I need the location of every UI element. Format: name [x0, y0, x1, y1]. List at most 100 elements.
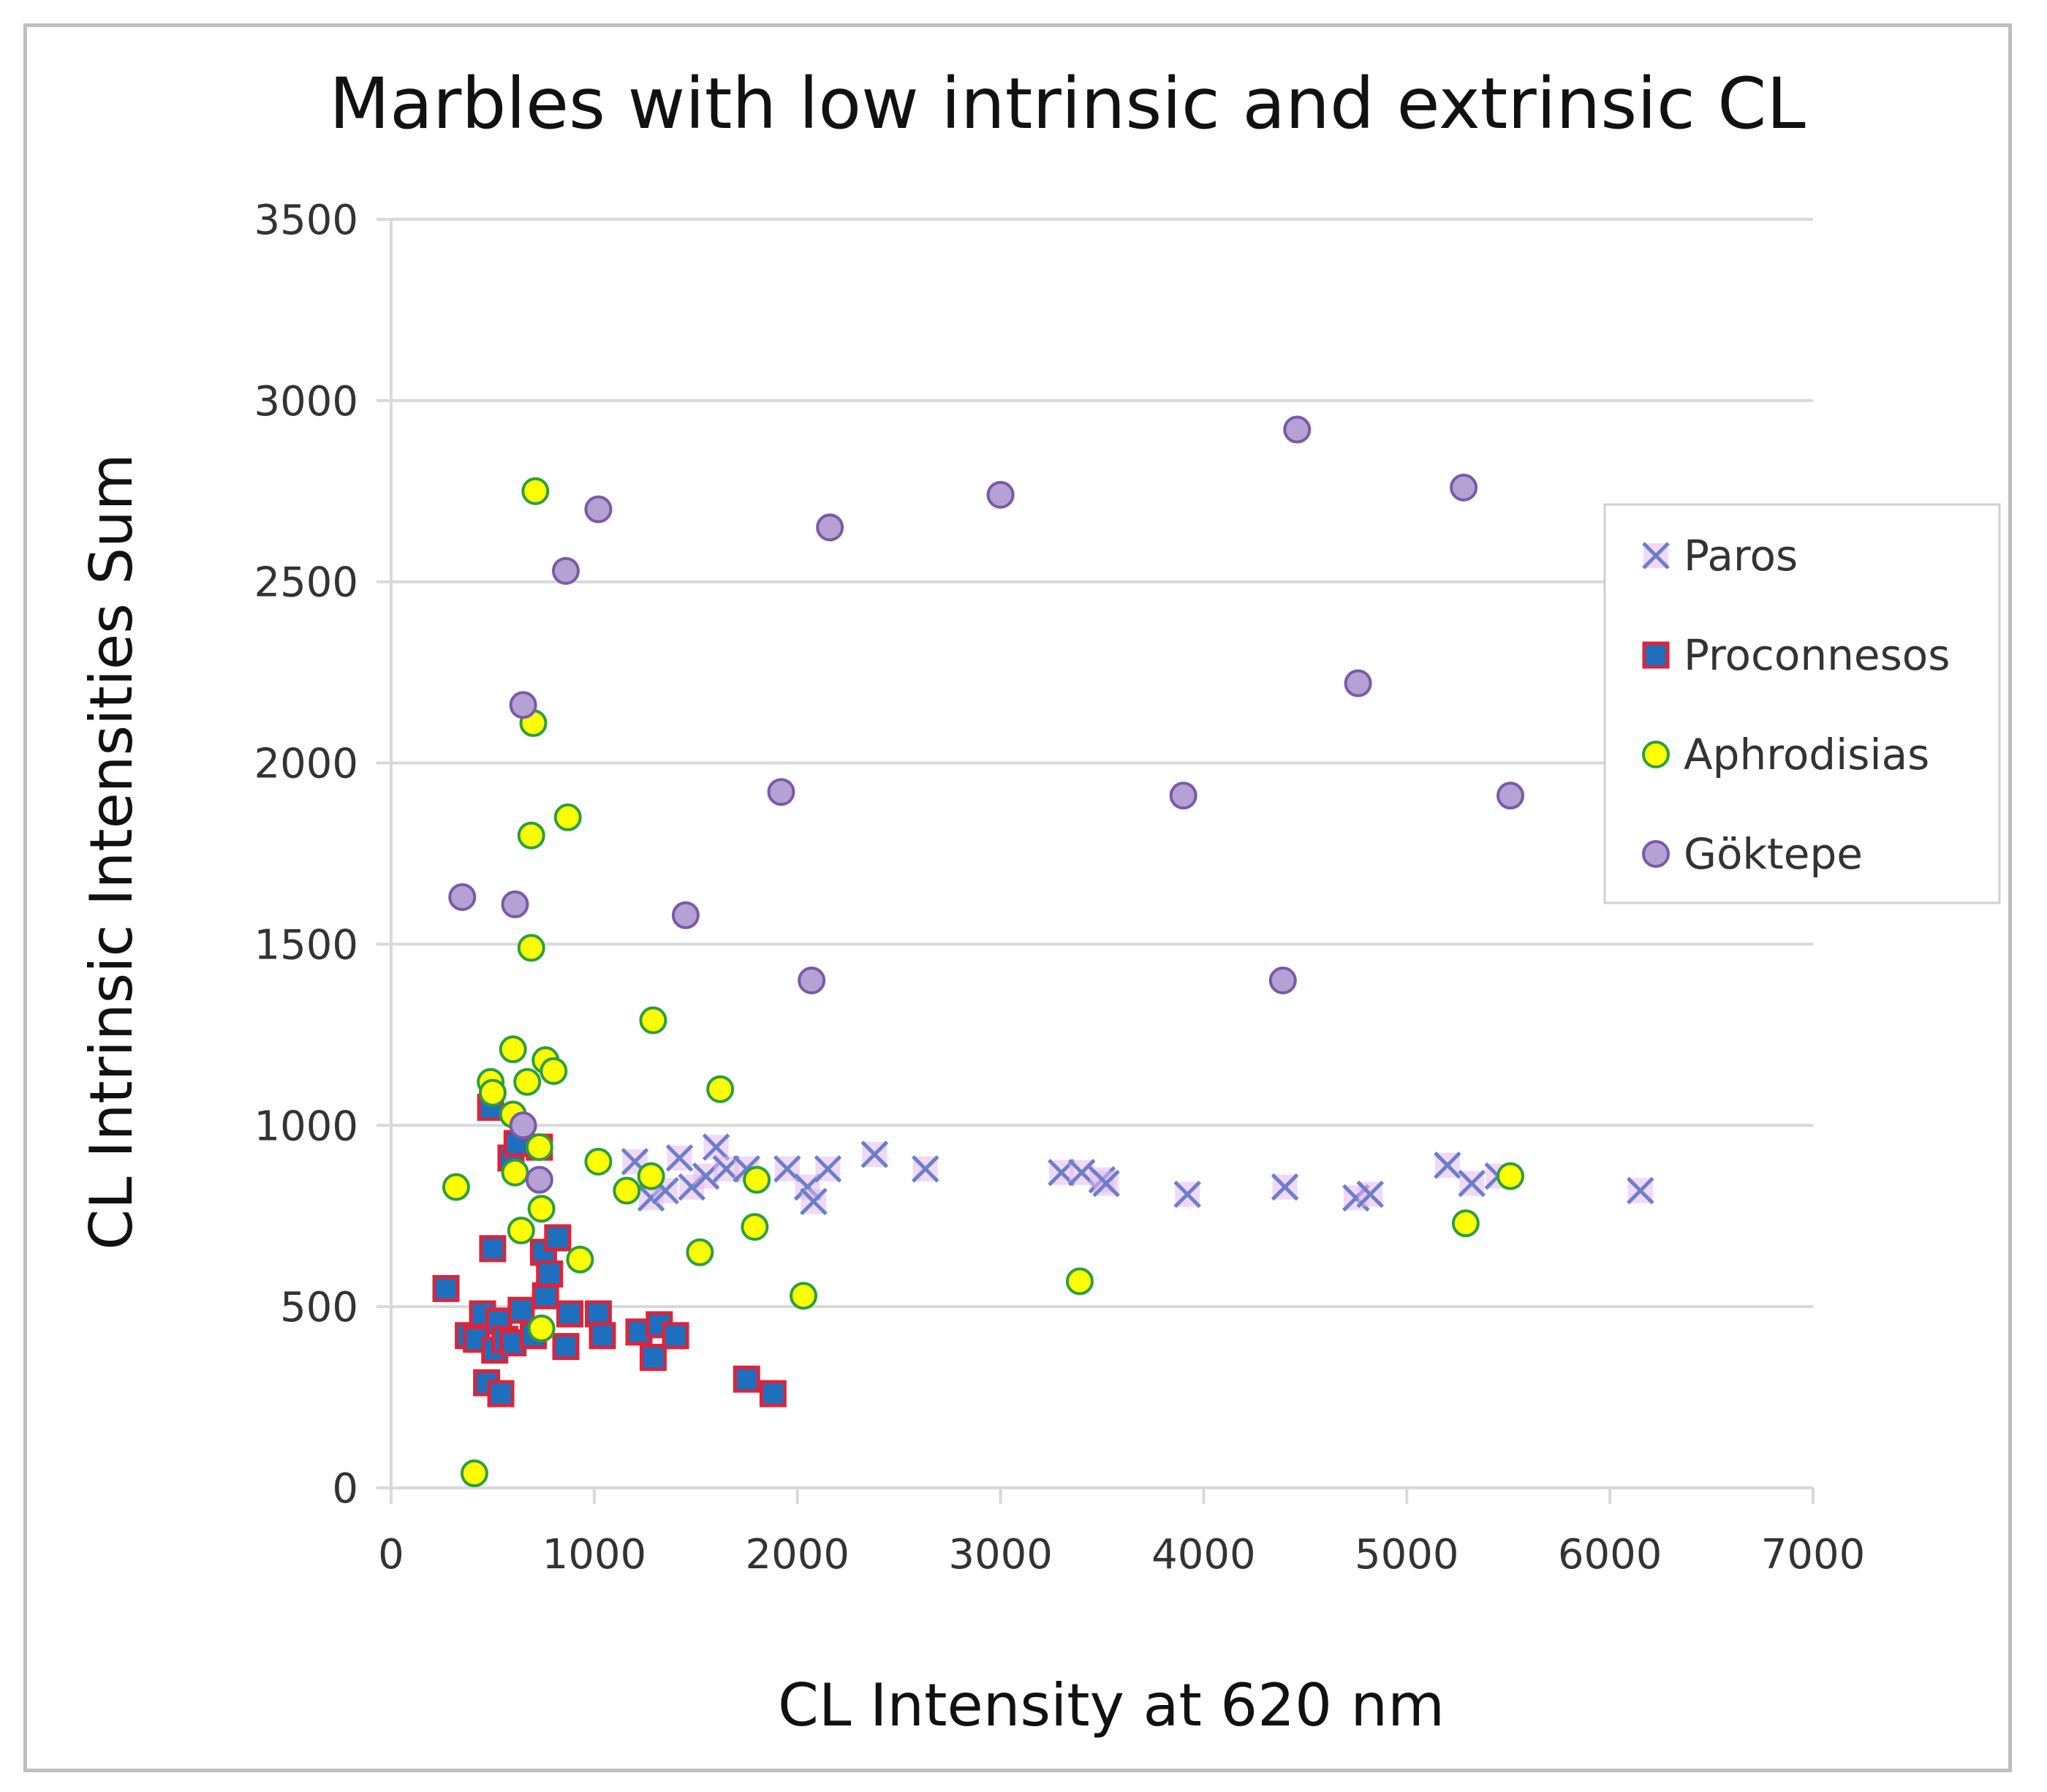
data-point — [686, 1238, 714, 1266]
paros-marker-stroke — [1067, 1158, 1096, 1187]
data-point — [448, 882, 477, 911]
paros-marker-stroke — [860, 1141, 889, 1168]
data-point — [1496, 782, 1524, 810]
paros-marker-stroke — [814, 1155, 842, 1183]
data-point — [1169, 782, 1197, 810]
legend-marker — [1642, 542, 1670, 570]
data-point — [1268, 967, 1297, 994]
paros-marker-stroke — [800, 1187, 828, 1216]
data-point — [509, 1111, 537, 1140]
data-point — [706, 1075, 735, 1103]
data-point — [479, 1235, 507, 1263]
data-point — [814, 1155, 842, 1183]
x-axis-label: CL Intensity at 620 nm — [778, 1671, 1445, 1739]
data-point — [552, 1333, 580, 1361]
paros-marker-stroke — [1092, 1169, 1120, 1198]
data-point — [613, 1176, 641, 1205]
data-point — [566, 1245, 594, 1274]
paros-marker-stroke — [773, 1155, 801, 1183]
data-point — [531, 1282, 559, 1309]
axes — [390, 219, 1815, 1504]
data-point — [662, 1322, 689, 1350]
x-tick-labels: 0 1000 2000 3000 4000 5000 6000 7000 — [378, 1531, 1865, 1579]
data-point — [527, 1195, 556, 1223]
data-point — [816, 513, 844, 542]
data-point — [1065, 1267, 1094, 1296]
data-point — [460, 1459, 488, 1488]
data-point — [798, 967, 826, 994]
data-point — [521, 477, 550, 505]
data-point — [525, 1133, 553, 1162]
y-tick-label: 3000 — [254, 378, 358, 426]
data-point — [665, 1144, 694, 1172]
data-point — [584, 1300, 612, 1328]
data-point — [1283, 415, 1312, 444]
data-point — [517, 934, 545, 962]
data-point — [1451, 1209, 1480, 1238]
data-point — [733, 1365, 760, 1393]
legend-label: Göktepe — [1684, 829, 1863, 879]
chart-title: Marbles with low intrinsic and extrinsic… — [329, 63, 1806, 145]
legend-item-proconnesos: Proconnesos — [1642, 630, 1950, 680]
gridlines — [377, 218, 1813, 1489]
x-tick-label: 4000 — [1151, 1531, 1256, 1579]
series-proconnesos — [432, 1094, 787, 1407]
data-point — [671, 901, 700, 929]
paros-marker-stroke — [1356, 1180, 1385, 1209]
data-point — [553, 803, 582, 831]
data-point — [1434, 1152, 1461, 1179]
x-tick-label: 6000 — [1558, 1531, 1662, 1579]
legend-item-göktepe: Göktepe — [1642, 829, 1863, 879]
y-tick-label: 3500 — [254, 197, 358, 244]
data-point — [432, 1274, 460, 1302]
legend-label: Aphrodisias — [1684, 730, 1929, 779]
x-tick-label: 2000 — [745, 1531, 850, 1579]
paros-marker-stroke — [1271, 1173, 1299, 1201]
legend-box — [1603, 503, 2001, 904]
data-point — [800, 1187, 828, 1216]
series-göktepe — [448, 415, 1524, 1194]
legend-label: Proconnesos — [1684, 630, 1950, 680]
data-point — [525, 1165, 553, 1194]
paros-marker-stroke — [665, 1144, 694, 1172]
data-point — [639, 1344, 667, 1372]
data-point — [1496, 1162, 1524, 1190]
y-tick-label: 2000 — [254, 741, 358, 788]
data-point — [527, 1314, 556, 1342]
data-point — [639, 1006, 667, 1035]
data-point — [767, 778, 795, 806]
data-point — [1344, 669, 1372, 697]
data-point — [759, 1380, 787, 1407]
paros-marker-stroke — [651, 1176, 679, 1205]
y-tick-label: 0 — [332, 1465, 358, 1513]
data-point — [589, 1322, 616, 1350]
x-tick-label: 1000 — [542, 1531, 647, 1579]
paros-marker-stroke — [702, 1133, 730, 1161]
legend-marker — [1642, 741, 1670, 768]
legend: Paros Proconnesos Aphrodisias Göktepe — [1603, 503, 2001, 904]
data-point — [1450, 473, 1478, 502]
data-point — [501, 890, 529, 918]
legend-marker — [1642, 641, 1670, 669]
x-tick-label: 5000 — [1355, 1531, 1459, 1579]
paros-marker-stroke — [1627, 1176, 1654, 1205]
data-point — [986, 480, 1015, 509]
y-tick-label: 1000 — [254, 1103, 358, 1150]
data-point — [442, 1173, 470, 1201]
data-point — [1271, 1173, 1299, 1201]
data-point — [536, 1260, 564, 1288]
data-point — [584, 1147, 613, 1176]
y-tick-label: 2500 — [254, 559, 358, 607]
y-tick-labels: 0 500 1000 1500 2000 2500 3000 3500 — [254, 197, 358, 1513]
data-point — [478, 1078, 507, 1107]
data-point — [501, 1158, 529, 1187]
data-point — [743, 1165, 771, 1194]
paros-marker-stroke — [911, 1155, 939, 1183]
data-point — [584, 495, 613, 523]
x-tick-label: 0 — [378, 1531, 404, 1579]
data-point — [513, 1067, 542, 1096]
x-tick-label: 7000 — [1761, 1531, 1866, 1579]
x-tick-label: 3000 — [948, 1531, 1053, 1579]
paros-marker-stroke — [1642, 542, 1670, 570]
